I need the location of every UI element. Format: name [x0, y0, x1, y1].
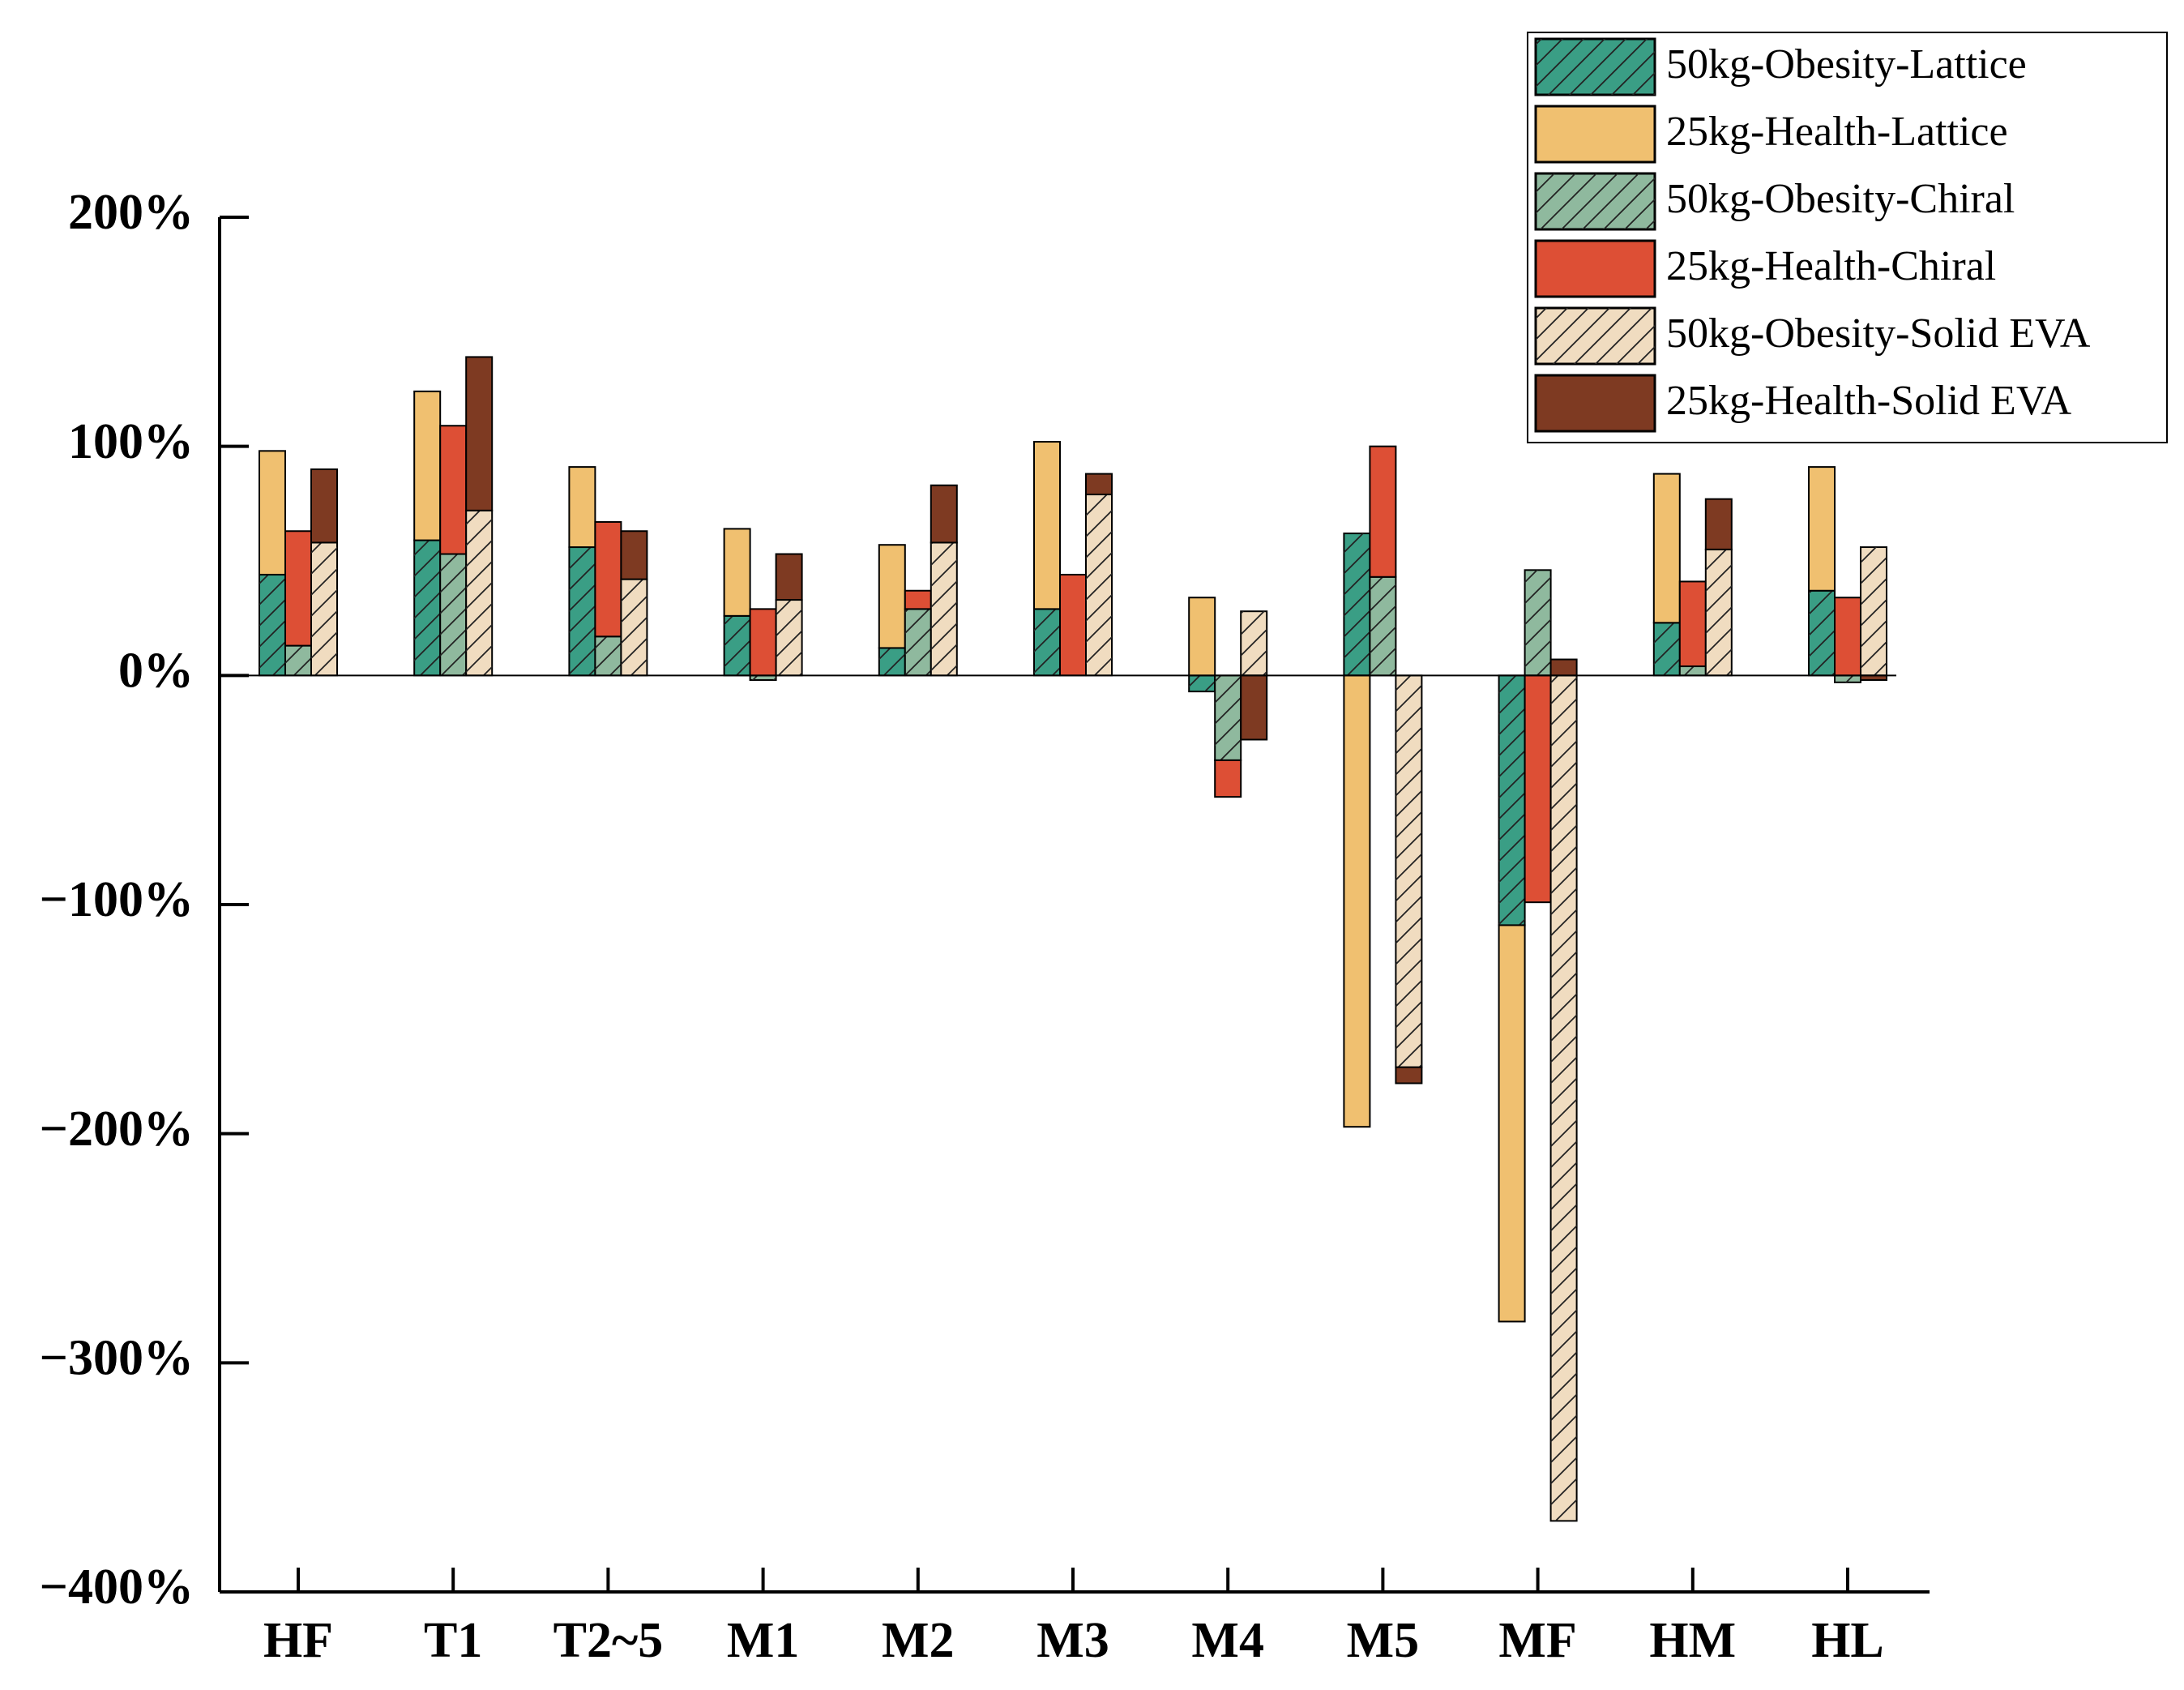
- bar-segment: [904, 608, 932, 677]
- bar-segment: [1059, 573, 1087, 677]
- bar-segment: [749, 608, 777, 677]
- x-tick-label: M3: [1036, 1613, 1109, 1668]
- x-tick-label: HF: [263, 1613, 333, 1668]
- bar-segment: [1808, 589, 1836, 677]
- bar-segment: [1369, 445, 1397, 578]
- y-tick-label: 100%: [68, 414, 194, 469]
- bar-segment: [620, 530, 648, 580]
- bar-segment: [1704, 548, 1733, 677]
- legend-label: 25kg-Health-Lattice: [1666, 109, 2008, 155]
- bar-segment: [284, 644, 312, 677]
- legend-swatch: [1534, 105, 1656, 164]
- bar-segment: [1214, 674, 1242, 761]
- bar-segment: [775, 599, 803, 677]
- bar-segment: [1188, 597, 1216, 677]
- legend-label: 50kg-Obesity-Solid EVA: [1666, 310, 2091, 357]
- legend-label: 50kg-Obesity-Lattice: [1666, 41, 2027, 88]
- bar-segment: [1498, 924, 1526, 1323]
- bar-segment: [1834, 597, 1861, 677]
- bar-segment: [310, 468, 338, 544]
- bar-segment: [930, 541, 958, 677]
- bar-segment: [723, 614, 751, 677]
- bar-segment: [1549, 658, 1578, 677]
- x-tick-label: T1: [424, 1613, 482, 1668]
- y-tick-label: 200%: [68, 185, 194, 240]
- x-tick-label: M5: [1347, 1613, 1420, 1668]
- x-tick-label: MF: [1498, 1613, 1576, 1668]
- bar-segment: [1498, 674, 1526, 926]
- bar-segment: [1860, 546, 1887, 677]
- bar-segment: [413, 390, 442, 541]
- y-tick-label: −300%: [40, 1331, 194, 1386]
- bar-segment: [1085, 494, 1113, 677]
- bar-segment: [594, 520, 622, 638]
- bar-segment: [1395, 1066, 1423, 1085]
- bar-segment: [930, 484, 958, 544]
- bar-segment: [284, 530, 312, 647]
- x-tick-label: T2~5: [553, 1613, 664, 1668]
- y-tick-label: 0%: [118, 644, 194, 699]
- y-tick-label: −100%: [40, 872, 194, 927]
- legend-swatch: [1534, 374, 1656, 433]
- x-tick-label: M2: [882, 1613, 955, 1668]
- x-tick-label: M1: [727, 1613, 800, 1668]
- bar-segment: [413, 539, 442, 677]
- bar-segment: [1678, 665, 1707, 677]
- bar-segment: [878, 544, 906, 649]
- bar-segment: [1524, 674, 1552, 904]
- bar-segment: [1033, 441, 1061, 610]
- bar-segment: [1240, 674, 1268, 741]
- bar-segment: [568, 466, 596, 549]
- bar-segment: [1085, 473, 1113, 496]
- x-tick-label: HM: [1649, 1613, 1736, 1668]
- legend-label: 25kg-Health-Solid EVA: [1666, 378, 2072, 424]
- y-tick-label: −200%: [40, 1102, 194, 1157]
- bar-segment: [1834, 674, 1861, 683]
- bar-segment: [259, 573, 286, 677]
- bar-segment: [1549, 674, 1578, 1522]
- bar-segment: [1652, 622, 1681, 677]
- bar-segment: [723, 528, 751, 617]
- x-tick-label: HL: [1811, 1613, 1884, 1668]
- legend-hatch: [1536, 39, 1655, 95]
- bar-segment: [904, 589, 932, 610]
- bar-segment: [465, 509, 494, 677]
- legend-hatch: [1536, 173, 1655, 229]
- bar-segment: [1808, 466, 1836, 592]
- bar-segment: [465, 356, 494, 511]
- legend-swatch: [1534, 239, 1656, 298]
- bar-segment: [1369, 575, 1397, 677]
- bar-segment: [1524, 569, 1552, 677]
- bar-segment: [1704, 498, 1733, 550]
- bar-segment: [1214, 759, 1242, 798]
- legend-label: 25kg-Health-Chiral: [1666, 243, 1996, 289]
- legend-hatch: [1536, 308, 1655, 364]
- bar-segment: [439, 553, 468, 677]
- bar-segment: [1678, 580, 1707, 668]
- bar-segment: [439, 425, 468, 555]
- bar-segment: [259, 450, 286, 575]
- bar-segment: [878, 647, 906, 677]
- bar-segment: [1188, 674, 1216, 693]
- bar-segment: [1343, 533, 1371, 677]
- bar-segment: [1652, 473, 1681, 624]
- bar-segment: [1240, 610, 1268, 677]
- bar-segment: [1395, 674, 1423, 1068]
- bar-segment: [594, 635, 622, 677]
- bar-segment: [620, 578, 648, 677]
- bar-segment: [775, 553, 803, 601]
- x-tick-label: M4: [1191, 1613, 1264, 1668]
- bar-segment: [568, 546, 596, 677]
- bar-segment: [1343, 674, 1371, 1128]
- y-tick-label: −400%: [40, 1560, 194, 1615]
- bar-segment: [1033, 608, 1061, 677]
- legend-label: 50kg-Obesity-Chiral: [1666, 176, 2015, 222]
- bar-segment: [310, 541, 338, 677]
